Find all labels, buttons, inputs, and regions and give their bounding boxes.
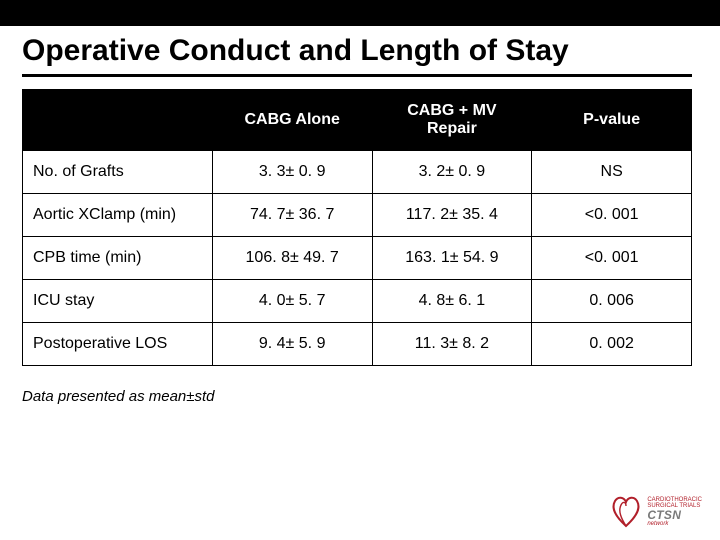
cell-cabg-mv: 163. 1± 54. 9 (372, 237, 532, 280)
cell-pvalue: <0. 001 (532, 237, 692, 280)
cell-cabg-alone: 4. 0± 5. 7 (212, 280, 372, 323)
cell-cabg-alone: 3. 3± 0. 9 (212, 151, 372, 194)
page-title: Operative Conduct and Length of Stay (22, 34, 692, 77)
logo-acronym: CTSN (647, 509, 702, 521)
row-label: ICU stay (23, 280, 213, 323)
ctsn-logo: CARDIOTHORACIC SURGICAL TRIALS CTSN netw… (609, 494, 702, 530)
footnote: Data presented as mean±std (22, 388, 720, 405)
top-bar (0, 0, 720, 26)
cell-cabg-alone: 9. 4± 5. 9 (212, 323, 372, 366)
table-row: CPB time (min) 106. 8± 49. 7 163. 1± 54.… (23, 237, 692, 280)
logo-text: CARDIOTHORACIC SURGICAL TRIALS CTSN netw… (647, 497, 702, 527)
table-row: No. of Grafts 3. 3± 0. 9 3. 2± 0. 9 NS (23, 151, 692, 194)
row-label: No. of Grafts (23, 151, 213, 194)
col-header-cabg-mv: CABG + MV Repair (372, 90, 532, 151)
cell-pvalue: 0. 002 (532, 323, 692, 366)
cell-pvalue: 0. 006 (532, 280, 692, 323)
row-label: Aortic XClamp (min) (23, 194, 213, 237)
table-row: Postoperative LOS 9. 4± 5. 9 11. 3± 8. 2… (23, 323, 692, 366)
logo-tag: network (647, 521, 702, 527)
cell-pvalue: <0. 001 (532, 194, 692, 237)
cell-cabg-mv: 4. 8± 6. 1 (372, 280, 532, 323)
col-header-blank (23, 90, 213, 151)
cell-cabg-alone: 74. 7± 36. 7 (212, 194, 372, 237)
table-row: ICU stay 4. 0± 5. 7 4. 8± 6. 1 0. 006 (23, 280, 692, 323)
cell-cabg-mv: 3. 2± 0. 9 (372, 151, 532, 194)
table-row: Aortic XClamp (min) 74. 7± 36. 7 117. 2±… (23, 194, 692, 237)
col-header-pvalue: P-value (532, 90, 692, 151)
col-header-cabg-alone: CABG Alone (212, 90, 372, 151)
row-label: Postoperative LOS (23, 323, 213, 366)
cell-cabg-mv: 11. 3± 8. 2 (372, 323, 532, 366)
row-label: CPB time (min) (23, 237, 213, 280)
cell-cabg-alone: 106. 8± 49. 7 (212, 237, 372, 280)
data-table: CABG Alone CABG + MV Repair P-value No. … (22, 89, 692, 366)
cell-cabg-mv: 117. 2± 35. 4 (372, 194, 532, 237)
heart-icon (609, 494, 643, 530)
cell-pvalue: NS (532, 151, 692, 194)
table-header-row: CABG Alone CABG + MV Repair P-value (23, 90, 692, 151)
